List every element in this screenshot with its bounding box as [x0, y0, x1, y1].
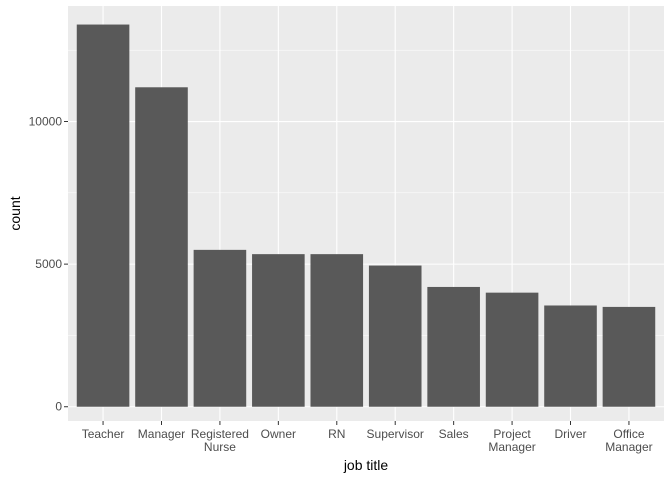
x-axis: Teacher Manager Registered Nurse Owner RN Supe…: [82, 421, 653, 454]
bars: [76, 24, 656, 407]
bar: [602, 306, 656, 407]
bar: [76, 24, 130, 407]
y-tick-label: 10000: [29, 115, 63, 129]
x-tick-label: Project Manager: [488, 427, 535, 454]
bar: [310, 254, 364, 407]
x-tick-label: Driver: [555, 427, 587, 441]
x-tick-label: Supervisor: [367, 427, 424, 441]
bar: [135, 87, 188, 407]
x-axis-title: job title: [343, 457, 389, 473]
bar: [427, 286, 480, 407]
y-axis-title: count: [7, 196, 23, 230]
bar: [544, 305, 597, 407]
x-tick-label: Sales: [439, 427, 469, 441]
x-tick-label: Office Manager: [605, 427, 652, 454]
x-tick-label: Registered Nurse: [191, 427, 249, 454]
x-tick-label: Manager: [138, 427, 185, 441]
x-tick-label: Owner: [261, 427, 296, 441]
bar: [485, 292, 539, 407]
bar: [252, 254, 305, 407]
x-tick-label: RN: [328, 427, 345, 441]
bar: [193, 249, 247, 407]
bar: [368, 265, 422, 407]
x-tick-label: Teacher: [82, 427, 125, 441]
y-tick-label: 5000: [35, 257, 62, 271]
y-axis: 0 5000 10000: [29, 115, 68, 414]
y-tick-label: 0: [55, 400, 62, 414]
